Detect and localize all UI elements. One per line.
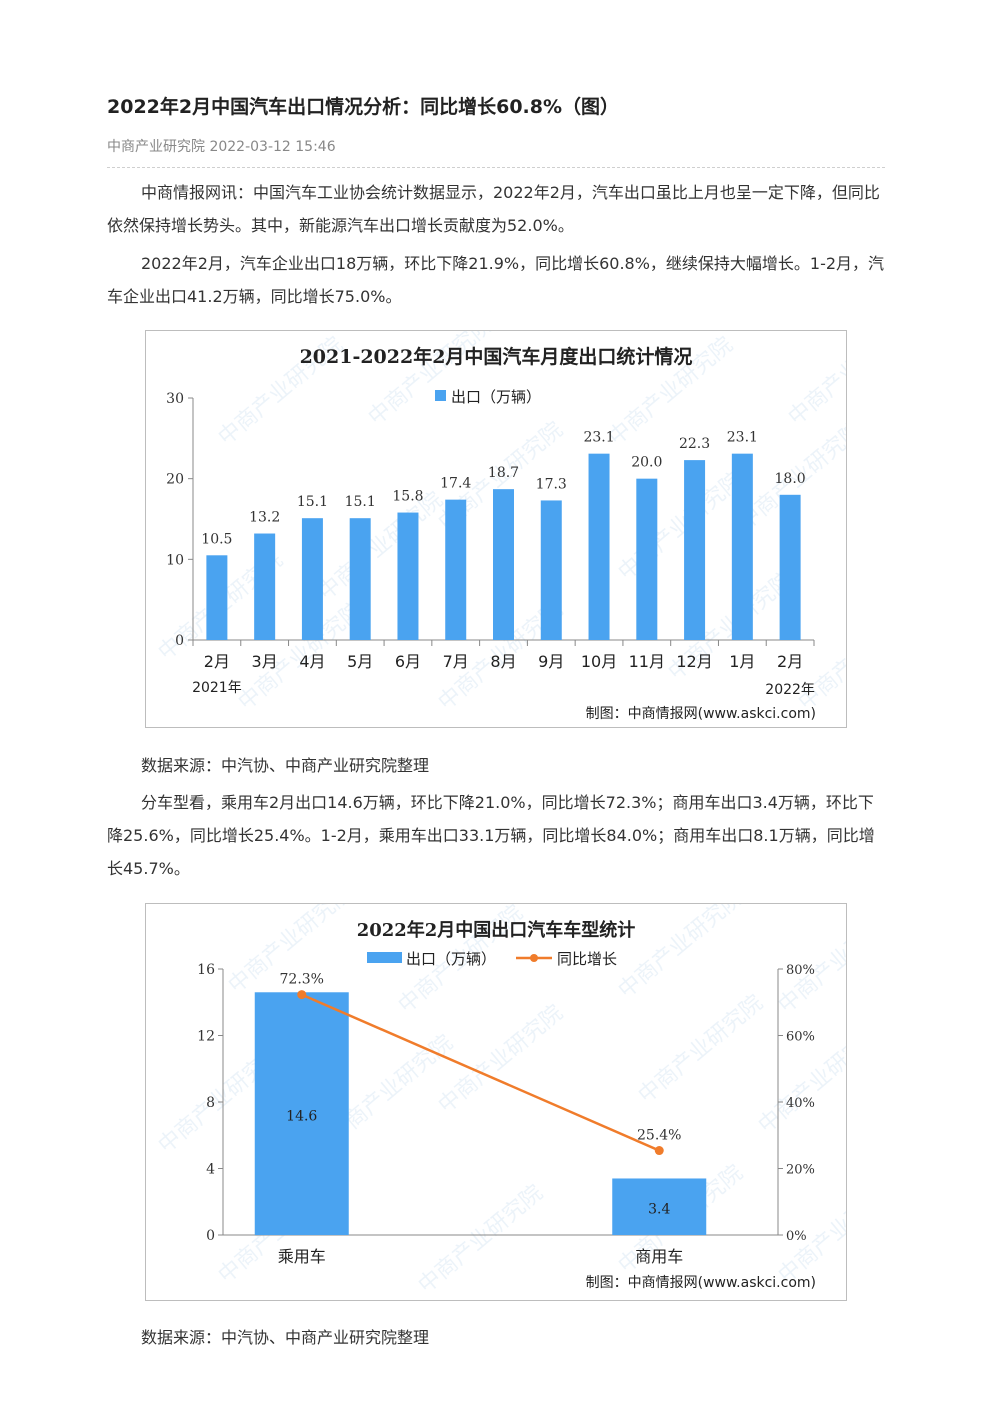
legend-label: 出口（万辆） (451, 388, 541, 406)
watermark-text: 中商产业研究院 (614, 904, 748, 1004)
year-label-end: 2022年 (765, 682, 815, 698)
article-title: 2022年2月中国汽车出口情况分析：同比增长60.8%（图） (107, 96, 620, 118)
bar-value-label: 10.5 (201, 531, 232, 547)
y2-tick-label: 40% (786, 1096, 815, 1111)
bar (493, 489, 514, 640)
bar-value-label: 23.1 (727, 430, 758, 446)
y2-tick-label: 0% (786, 1229, 807, 1244)
data-source-1: 数据来源：中汽协、中商产业研究院整理 (141, 756, 430, 775)
y-tick-label: 30 (166, 391, 184, 407)
x-tick-label: 4月 (299, 652, 325, 671)
x-tick-label: 2月 (777, 652, 803, 671)
bar-value-label: 15.8 (392, 489, 423, 505)
chart-title: 2021-2022年2月中国汽车月度出口统计情况 (300, 345, 693, 368)
x-tick-label: 2月 (204, 652, 230, 671)
y-tick-label: 0 (175, 633, 184, 649)
year-label-start: 2021年 (192, 680, 242, 696)
x-tick-label: 1月 (729, 652, 755, 671)
x-tick-label: 9月 (538, 652, 564, 671)
bar (588, 453, 610, 640)
bar-value-label: 14.6 (286, 1109, 317, 1125)
bar (636, 478, 658, 640)
monthly-export-chart-svg: 中商产业研究院 中商产业研究院 中商产业研究院 中商产业研究院中商产业研究院中商产业研… (154, 331, 846, 722)
watermark-text: 中商产业研究院 (774, 904, 846, 1019)
paragraph-2: 2022年2月，汽车企业出口18万辆，环比下降21.9%，同比增长60.8%，继… (107, 254, 885, 306)
watermark-text: 中商产业研究院 (614, 467, 748, 585)
bar (254, 992, 349, 1235)
x-tick-label: 8月 (490, 652, 516, 671)
y-tick-label: 8 (206, 1095, 215, 1111)
x-tick-label: 5月 (347, 652, 373, 671)
y2-tick-label: 20% (786, 1163, 815, 1178)
x-tick-label: 10月 (581, 652, 617, 671)
watermark-text: 中商产业研究院 (774, 1170, 846, 1288)
bar (254, 533, 276, 640)
bar (612, 1178, 707, 1235)
chart-title: 2022年2月中国出口汽车车型统计 (357, 919, 636, 941)
legend-swatch-marker (530, 954, 538, 962)
growth-value-label: 25.4% (637, 1128, 681, 1144)
bar-value-label: 13.2 (249, 510, 280, 526)
y-tick-label: 10 (166, 552, 184, 568)
y-tick-label: 4 (206, 1162, 215, 1178)
x-tick-label: 11月 (629, 652, 665, 671)
article-meta: 中商产业研究院 2022-03-12 15:46 (107, 139, 336, 155)
x-tick-label: 12月 (676, 652, 712, 671)
growth-line (301, 993, 660, 1152)
bar-value-label: 3.4 (648, 1202, 670, 1218)
bar (301, 518, 323, 640)
bar-value-label: 23.1 (583, 430, 614, 446)
bar-value-label: 18.0 (775, 471, 806, 487)
divider (107, 167, 885, 168)
bar (779, 494, 801, 640)
x-tick-label: 7月 (443, 652, 469, 671)
paragraph-1: 中商情报网讯：中国汽车工业协会统计数据显示，2022年2月，汽车出口虽比上月也呈… (107, 183, 880, 235)
watermark-text: 中商产业研究院 (414, 1180, 548, 1298)
bar-value-label: 15.1 (297, 494, 328, 510)
bar (206, 555, 228, 640)
y-tick-label: 12 (197, 1029, 215, 1045)
bar-value-label: 22.3 (679, 436, 710, 452)
bar (445, 499, 467, 640)
bar-value-label: 17.3 (536, 476, 567, 492)
y2-tick-label: 60% (786, 1030, 815, 1045)
bar-value-label: 15.1 (345, 494, 376, 510)
y-tick-label: 0 (206, 1228, 215, 1244)
x-tick-label: 3月 (252, 652, 278, 671)
monthly-export-chart: 中商产业研究院 中商产业研究院 中商产业研究院 中商产业研究院 中商产业研究院 中商产业研… (145, 330, 847, 728)
legend-swatch-bar (367, 952, 402, 963)
bar-value-label: 17.4 (440, 476, 471, 492)
x-tick-label: 商用车 (635, 1247, 683, 1266)
vehicle-type-chart: 中商产业研究院 中商产业研究院 中商产业研究院 中商产业研究院 中商产业研究院 中商产业研… (145, 903, 847, 1301)
bar (540, 500, 562, 640)
bar-value-label: 20.0 (631, 455, 662, 471)
legend-swatch (435, 390, 446, 401)
watermark-text: 中商产业研究院 (634, 990, 768, 1108)
bar (684, 460, 706, 640)
chart-credit: 制图：中商情报网(www.askci.com) (586, 706, 816, 722)
watermark-text: 中商产业研究院 (784, 331, 846, 431)
legend-label-line: 同比增长 (557, 950, 617, 968)
growth-value-label: 72.3% (280, 972, 324, 988)
legend-label-bar: 出口（万辆） (406, 950, 496, 968)
y-tick-label: 20 (166, 472, 184, 488)
x-tick-label: 6月 (395, 652, 421, 671)
bar (731, 453, 753, 640)
chart-credit: 制图：中商情报网(www.askci.com) (586, 1275, 816, 1291)
y-tick-label: 16 (197, 962, 215, 978)
paragraph-3: 分车型看，乘用车2月出口14.6万辆，环比下降21.0%，同比增长72.3%；商… (107, 793, 875, 878)
data-source-2: 数据来源：中汽协、中商产业研究院整理 (141, 1328, 430, 1347)
watermark-text: 中商产业研究院 (314, 487, 448, 605)
y2-tick-label: 80% (786, 963, 815, 978)
growth-point (654, 1146, 664, 1156)
growth-point (297, 990, 307, 1000)
bar (349, 518, 371, 640)
bar (397, 512, 419, 640)
bar-value-label: 18.7 (488, 465, 519, 481)
x-tick-label: 乘用车 (278, 1247, 326, 1266)
